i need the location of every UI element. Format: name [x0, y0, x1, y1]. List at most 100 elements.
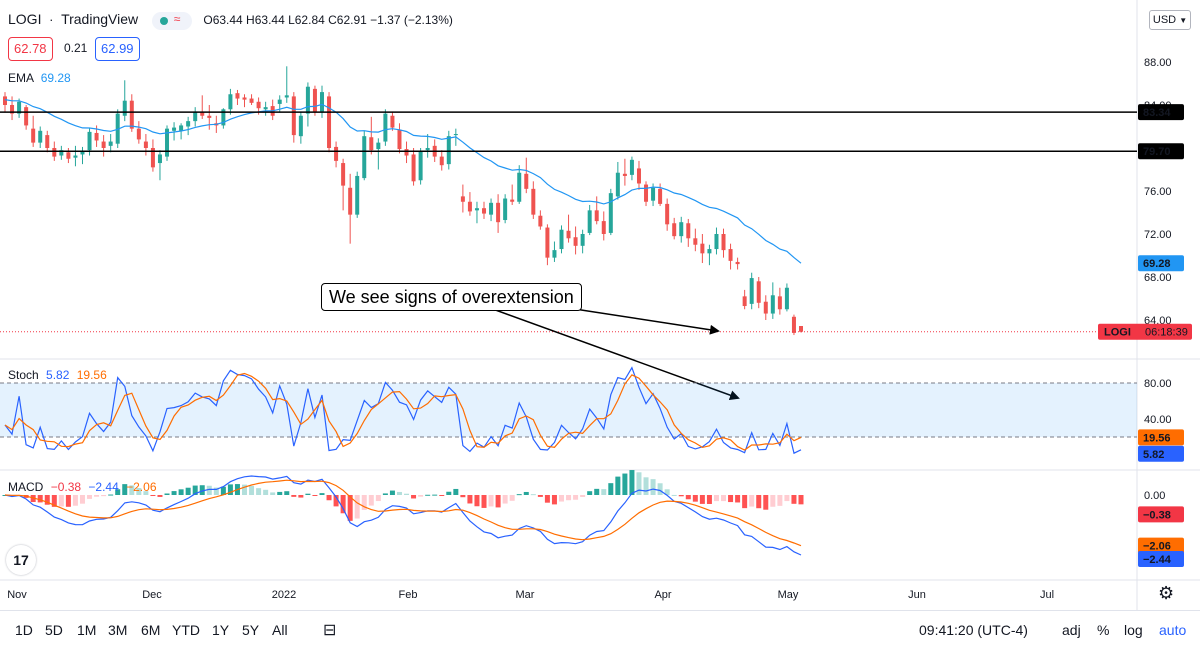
- y-tick-label: 76.00: [1144, 186, 1172, 198]
- macd-histogram-bar: [361, 495, 367, 510]
- ema-line: [4, 99, 802, 264]
- market-status-badge[interactable]: ≈: [151, 11, 192, 30]
- macd-histogram-bar: [558, 495, 564, 502]
- macd-histogram-bar: [418, 495, 424, 497]
- resistance-tag-1: 83.34: [1143, 107, 1171, 119]
- macd-y-tick-label: 0.00: [1144, 490, 1165, 502]
- candle-body: [376, 142, 381, 150]
- macd-histogram-bar: [37, 495, 43, 503]
- range-button-1y[interactable]: 1Y: [212, 622, 230, 638]
- candle-body: [179, 125, 184, 131]
- macd-histogram-bar: [242, 484, 248, 495]
- range-button-3m[interactable]: 3M: [108, 622, 128, 638]
- candle-body: [735, 261, 740, 265]
- macd-histogram-bar: [319, 493, 325, 495]
- macd-legend[interactable]: MACD −0.38 −2.44 −2.06: [8, 480, 157, 494]
- macd-histogram-bar: [474, 495, 480, 507]
- candle-body: [129, 100, 134, 129]
- range-button-6m[interactable]: 6M: [141, 622, 161, 638]
- stoch-k-tag: 5.82: [1143, 449, 1164, 461]
- chart-canvas[interactable]: NovDec2022FebMarAprMayJunJul88.0084.0080…: [0, 0, 1200, 610]
- macd-histogram-bar: [298, 495, 304, 498]
- candle-body: [334, 146, 339, 161]
- ema-legend[interactable]: EMA 69.28: [8, 71, 71, 85]
- macd-histogram-bar: [467, 495, 473, 504]
- date-range-button[interactable]: ⊟: [323, 620, 336, 640]
- currency-selector[interactable]: USD ▼: [1149, 10, 1191, 30]
- candle-body: [770, 295, 775, 314]
- settings-button[interactable]: ⚙: [1158, 583, 1174, 604]
- range-button-5y[interactable]: 5Y: [242, 622, 260, 638]
- macd-histogram-bar: [742, 495, 748, 509]
- candle-body: [411, 154, 416, 182]
- auto-toggle[interactable]: auto: [1159, 622, 1187, 638]
- macd-histogram-bar: [220, 486, 226, 495]
- candle-body: [45, 135, 50, 148]
- macd-histogram-bar: [122, 484, 128, 495]
- macd-histogram-bar: [657, 483, 663, 495]
- candle-body: [298, 115, 303, 137]
- percent-toggle[interactable]: %: [1097, 622, 1110, 638]
- candle-body: [397, 129, 402, 150]
- symbol-name[interactable]: LOGI: [8, 11, 42, 27]
- macd-histogram-bar: [157, 495, 163, 497]
- candle-body: [425, 148, 430, 151]
- candle-body: [319, 92, 324, 112]
- candle-body: [482, 208, 487, 214]
- stoch-d-value: 19.56: [76, 368, 107, 382]
- macd-histogram-bar: [601, 489, 607, 495]
- macd-histogram-bar: [333, 495, 339, 507]
- range-button-5d[interactable]: 5D: [45, 622, 63, 638]
- x-tick-label: Jul: [1040, 589, 1054, 601]
- candle-body: [749, 278, 754, 304]
- x-tick-label: May: [778, 589, 799, 601]
- macd-histogram-bar: [65, 495, 71, 507]
- macd-histogram-bar: [256, 488, 262, 495]
- chevron-down-icon: ▼: [1179, 16, 1188, 25]
- macd-histogram-bar: [587, 491, 593, 495]
- ask-price-button[interactable]: 62.99: [95, 37, 140, 61]
- candle-body: [80, 151, 85, 155]
- candle-body: [108, 141, 113, 146]
- y-tick-label: 88.00: [1144, 57, 1172, 69]
- macd-histogram-bar: [580, 495, 586, 497]
- bid-price-button[interactable]: 62.78: [8, 37, 53, 61]
- candle-body: [615, 172, 620, 197]
- candle-body: [87, 131, 92, 151]
- range-button-1d[interactable]: 1D: [15, 622, 33, 638]
- clock-readout[interactable]: 09:41:20 (UTC-4): [919, 622, 1028, 638]
- log-toggle[interactable]: log: [1124, 622, 1143, 638]
- range-button-all[interactable]: All: [272, 622, 288, 638]
- candle-body: [721, 234, 726, 251]
- candle-body: [686, 223, 691, 239]
- macd-histogram-bar: [178, 489, 184, 495]
- candle-body: [594, 210, 599, 222]
- last-price-countdown: 06:18:39: [1145, 327, 1188, 339]
- macd-histogram-bar: [101, 495, 107, 497]
- candle-body: [510, 199, 515, 202]
- macd-histogram-bar: [171, 491, 177, 495]
- range-button-ytd[interactable]: YTD: [172, 622, 200, 638]
- tradingview-logo[interactable]: 17: [6, 545, 36, 575]
- candle-body: [700, 243, 705, 254]
- macd-histogram-bar: [72, 495, 78, 506]
- macd-histogram-bar: [192, 485, 198, 495]
- annotation-arrow-1: [554, 305, 720, 335]
- stoch-legend[interactable]: Stoch 5.82 19.56: [8, 368, 107, 382]
- macd-histogram-bar: [573, 495, 579, 500]
- candle-body: [221, 109, 226, 126]
- adj-toggle[interactable]: adj: [1062, 622, 1081, 638]
- candle-body: [249, 98, 254, 103]
- macd-histogram-bar: [87, 495, 93, 499]
- candle-body: [608, 193, 613, 233]
- macd-histogram-bar: [495, 495, 501, 508]
- candle-body: [193, 111, 198, 122]
- stoch-d-tag-bg: [1138, 429, 1184, 446]
- candle-body: [665, 203, 670, 225]
- macd-histogram-bar: [326, 495, 332, 501]
- candle-body: [242, 97, 247, 100]
- range-button-1m[interactable]: 1M: [77, 622, 97, 638]
- last-price-badge-bg: [1098, 323, 1192, 340]
- ema-value: 69.28: [40, 71, 71, 85]
- annotation-callout[interactable]: We see signs of overextension: [321, 283, 582, 311]
